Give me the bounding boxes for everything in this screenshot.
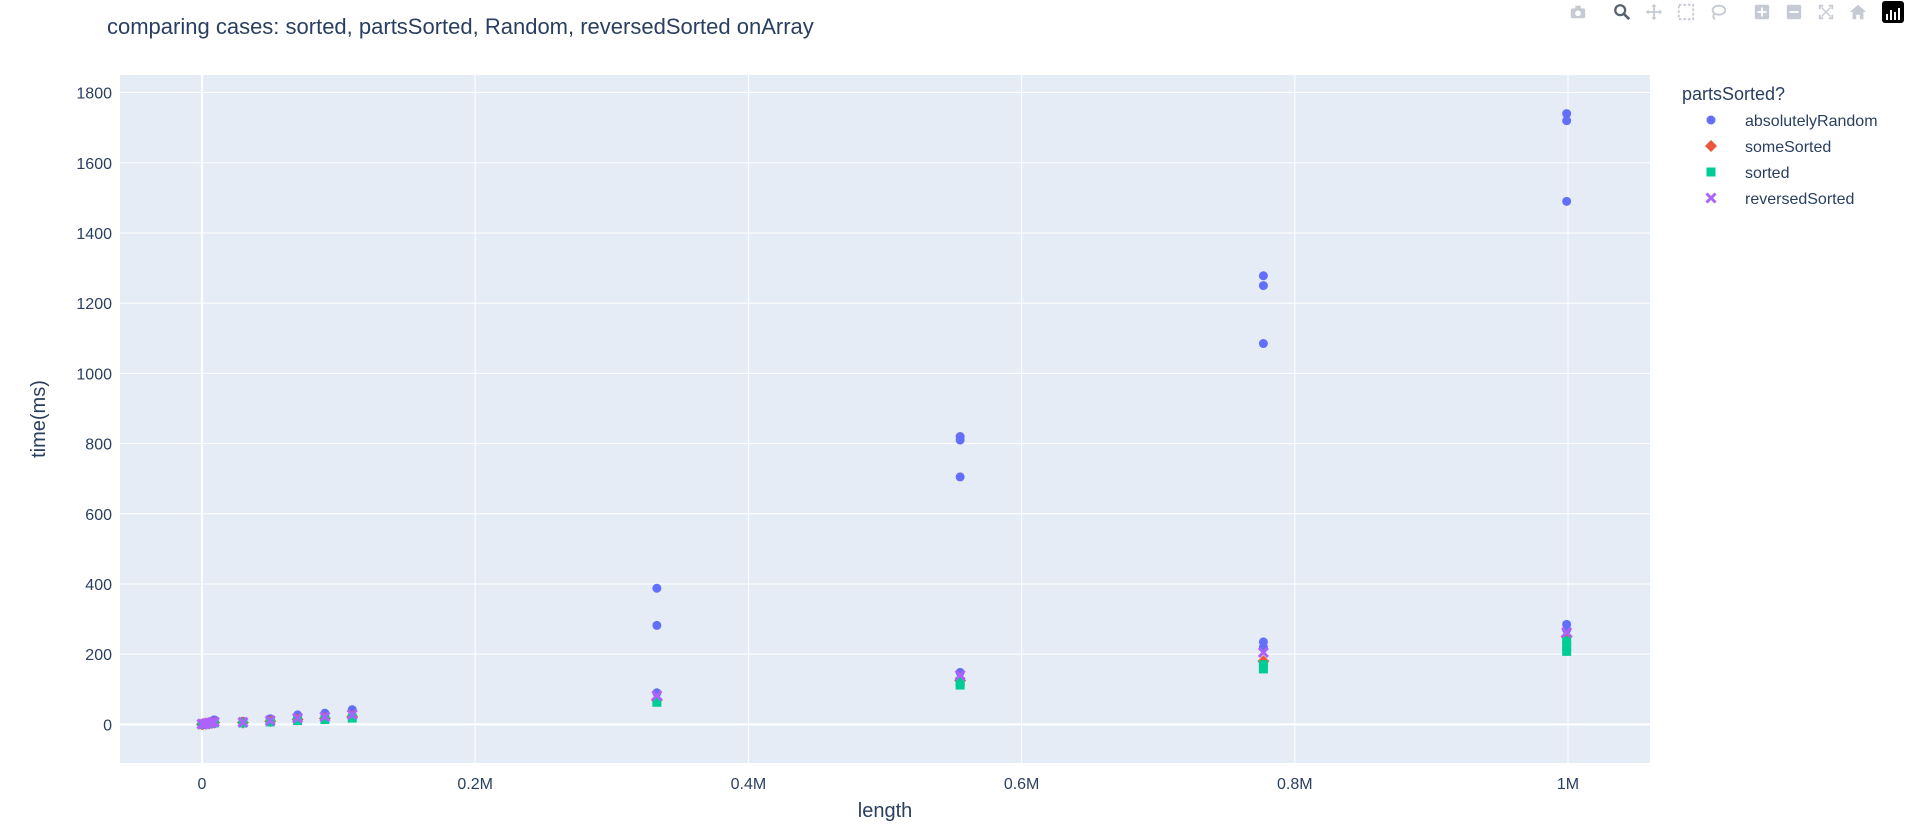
- y-tick-label: 1800: [76, 86, 112, 103]
- legend-marker-someSorted: [1705, 140, 1717, 152]
- plotly-logo[interactable]: [1882, 1, 1904, 23]
- data-point-sorted: [652, 697, 662, 707]
- y-tick-label: 1200: [76, 296, 112, 313]
- data-point-absolutelyRandom: [1562, 196, 1572, 206]
- pan-icon[interactable]: [1642, 0, 1666, 24]
- data-point-reversedSorted: [264, 714, 276, 727]
- camera-icon[interactable]: [1566, 0, 1590, 24]
- legend-item-label[interactable]: absolutelyRandom: [1745, 113, 1878, 130]
- legend-item-label[interactable]: reversedSorted: [1745, 191, 1854, 208]
- lasso-select-icon[interactable]: [1706, 0, 1730, 24]
- x-axis-ticks: 0 0.2M 0.4M 0.6M 0.8M 1M: [198, 776, 1580, 793]
- data-point-sorted: [347, 713, 357, 723]
- x-tick-label: 1M: [1557, 776, 1579, 793]
- data-point-sorted: [1562, 641, 1572, 651]
- modebar: [1562, 0, 1920, 24]
- data-point-absolutelyRandom: [652, 583, 662, 593]
- data-point-sorted: [320, 714, 330, 724]
- legend-item-label[interactable]: sorted: [1745, 165, 1789, 182]
- box-select-icon[interactable]: [1674, 0, 1698, 24]
- data-point-absolutelyRandom: [955, 472, 965, 482]
- y-tick-label: 200: [85, 647, 112, 664]
- zoom-out-icon[interactable]: [1782, 0, 1806, 24]
- data-point-sorted: [1562, 646, 1572, 656]
- y-tick-label: 1400: [76, 226, 112, 243]
- data-point-sorted: [1258, 660, 1268, 670]
- data-point-reversedSorted: [292, 712, 304, 724]
- legend: partsSorted? absolutelyRandom someSorted s…: [1682, 84, 1878, 208]
- data-point-absolutelyRandom: [955, 435, 965, 445]
- x-tick-label: 0.2M: [457, 776, 493, 793]
- y-tick-label: 1000: [76, 366, 112, 383]
- data-points: [195, 109, 1573, 731]
- y-axis-ticks: 0 200 400 600 800 1000 1200 1400 1600 1800: [76, 86, 112, 735]
- y-tick-label: 600: [85, 507, 112, 524]
- legend-marker-sorted: [1706, 167, 1716, 177]
- data-point-reversedSorted: [1561, 626, 1573, 638]
- data-point-sorted: [955, 677, 965, 687]
- data-point-reversedSorted: [651, 690, 663, 702]
- data-point-reversedSorted: [237, 716, 249, 728]
- data-point-reversedSorted: [954, 669, 966, 681]
- y-tick-label: 400: [85, 577, 112, 594]
- x-tick-label: 0.4M: [731, 776, 767, 793]
- data-point-absolutelyRandom: [1258, 271, 1268, 281]
- y-tick-label: 1600: [76, 156, 112, 173]
- legend-marker-absolutelyRandom: [1706, 115, 1716, 125]
- autoscale-icon[interactable]: [1814, 0, 1838, 24]
- data-point-absolutelyRandom: [1562, 109, 1572, 119]
- zoom-in-icon[interactable]: [1750, 0, 1774, 24]
- x-tick-label: 0.6M: [1004, 776, 1040, 793]
- y-axis-label: time(ms): [28, 380, 50, 458]
- y-tick-label: 0: [103, 717, 112, 734]
- x-axis-label: length: [858, 800, 913, 822]
- data-point-absolutelyRandom: [652, 620, 662, 630]
- data-point-absolutelyRandom: [1258, 339, 1268, 349]
- data-point-reversedSorted: [346, 708, 358, 721]
- legend-marker-reversedSorted: [1705, 192, 1717, 204]
- data-point-absolutelyRandom: [1258, 281, 1268, 291]
- legend-item-label[interactable]: someSorted: [1745, 139, 1831, 156]
- data-point-sorted: [293, 716, 303, 726]
- x-tick-label: 0.8M: [1277, 776, 1313, 793]
- data-point-sorted: [1562, 636, 1572, 646]
- chart-title: comparing cases: sorted, partsSorted, Ra…: [107, 14, 814, 39]
- data-point-reversedSorted: [208, 716, 220, 728]
- legend-title: partsSorted?: [1682, 84, 1785, 104]
- gridlines: [120, 75, 1650, 763]
- reset-axes-icon[interactable]: [1846, 0, 1870, 24]
- data-point-absolutelyRandom: [1562, 116, 1572, 126]
- zoom-icon[interactable]: [1610, 0, 1634, 24]
- data-point-reversedSorted: [1257, 646, 1269, 658]
- x-tick-label: 0: [198, 776, 207, 793]
- plot-area[interactable]: [120, 75, 1650, 763]
- data-point-reversedSorted: [319, 711, 331, 723]
- y-tick-label: 800: [85, 437, 112, 454]
